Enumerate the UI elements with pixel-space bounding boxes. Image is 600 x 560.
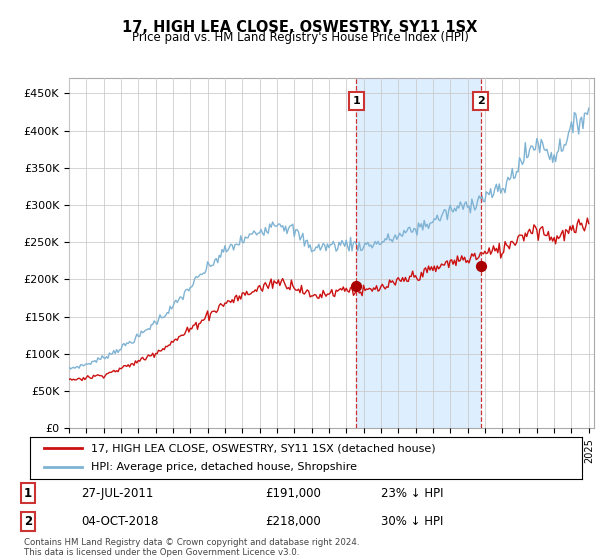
Text: Contains HM Land Registry data © Crown copyright and database right 2024.
This d: Contains HM Land Registry data © Crown c… xyxy=(24,538,359,557)
Text: 23% ↓ HPI: 23% ↓ HPI xyxy=(380,487,443,500)
Text: 30% ↓ HPI: 30% ↓ HPI xyxy=(380,515,443,528)
Text: 17, HIGH LEA CLOSE, OSWESTRY, SY11 1SX: 17, HIGH LEA CLOSE, OSWESTRY, SY11 1SX xyxy=(122,20,478,35)
Text: 2: 2 xyxy=(24,515,32,528)
Text: HPI: Average price, detached house, Shropshire: HPI: Average price, detached house, Shro… xyxy=(91,463,357,473)
Text: £218,000: £218,000 xyxy=(265,515,321,528)
Text: 27-JUL-2011: 27-JUL-2011 xyxy=(81,487,154,500)
Text: 1: 1 xyxy=(352,96,360,106)
Point xyxy=(352,282,361,291)
Point xyxy=(476,262,485,270)
Bar xyxy=(356,78,481,428)
Text: 2: 2 xyxy=(476,96,484,106)
Text: Price paid vs. HM Land Registry's House Price Index (HPI): Price paid vs. HM Land Registry's House … xyxy=(131,31,469,44)
Text: 17, HIGH LEA CLOSE, OSWESTRY, SY11 1SX (detached house): 17, HIGH LEA CLOSE, OSWESTRY, SY11 1SX (… xyxy=(91,443,436,453)
Text: 1: 1 xyxy=(24,487,32,500)
Text: 04-OCT-2018: 04-OCT-2018 xyxy=(81,515,158,528)
Text: £191,000: £191,000 xyxy=(265,487,322,500)
